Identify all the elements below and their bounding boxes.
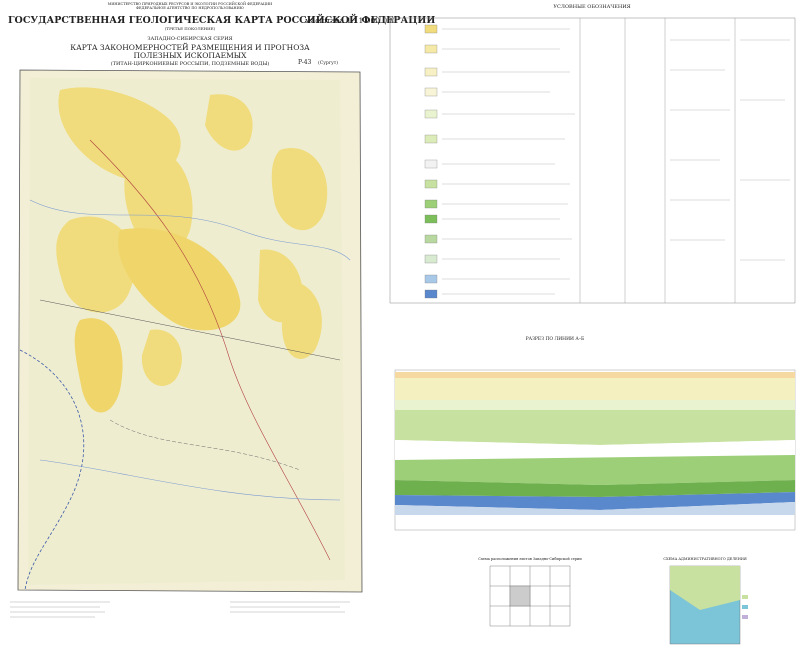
- map: [17, 69, 363, 593]
- imprint: [10, 601, 350, 618]
- title: ГОСУДАРСТВЕННАЯ ГЕОЛОГИЧЕСКАЯ КАРТА РОСС…: [8, 13, 435, 26]
- legend-title: УСЛОВНЫЕ ОБОЗНАЧЕНИЯ: [553, 4, 630, 10]
- cross-section: [394, 369, 796, 531]
- sheet-number: P-43: [298, 59, 312, 66]
- layout-inset: [489, 565, 571, 627]
- generation: (ТРЕТЬЕ ПОКОЛЕНИЕ): [165, 26, 216, 31]
- map-subtitle: (ТИТАН-ЦИРКОНИЕВЫЕ РОССЫПИ, ПОДЗЕМНЫЕ ВО…: [111, 60, 270, 67]
- admin-inset: [669, 565, 748, 645]
- inset-title: СХЕМА АДМИНИСТРАТИВНОГО ДЕЛЕНИЯ: [663, 557, 746, 561]
- ministry: МИНИСТЕРСТВО ПРИРОДНЫХ РЕСУРСОВ И ЭКОЛОГ…: [108, 1, 272, 6]
- inset-title: Схема расположения листов Западно-Сибирс…: [478, 557, 582, 561]
- sheet-name: (Сургут): [318, 59, 338, 66]
- series: ЗАПАДНО-СИБИРСКАЯ СЕРИЯ: [147, 36, 232, 42]
- map-title: КАРТА ЗАКОНОМЕРНОСТЕЙ РАЗМЕЩЕНИЯ И ПРОГН…: [70, 43, 310, 52]
- map-title: ПОЛЕЗНЫХ ИСКОПАЕМЫХ: [133, 51, 247, 60]
- agency: ФЕДЕРАЛЬНОЕ АГЕНТСТВО ПО НЕДРОПОЛЬЗОВАНИ…: [136, 6, 244, 10]
- legend-table: [389, 17, 796, 304]
- section-title: РАЗРЕЗ ПО ЛИНИИ А–Б: [526, 336, 585, 342]
- scale: масштаба 1 : 1 000 000: [305, 16, 397, 25]
